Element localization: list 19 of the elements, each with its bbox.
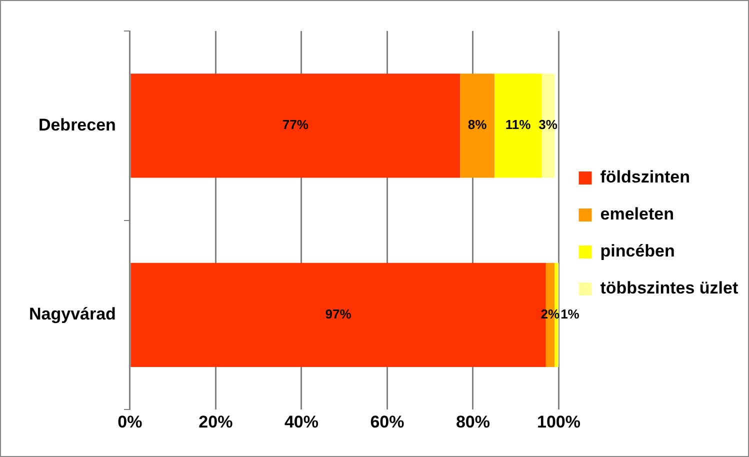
legend-label: többszintes üzlet [600, 278, 738, 298]
data-label: 77% [282, 117, 309, 132]
x-tick-label: 60% [370, 412, 404, 432]
legend-label: földszinten [600, 168, 690, 187]
x-tick-label: 0% [118, 412, 142, 432]
x-tick-label: 80% [456, 412, 490, 432]
x-tick-label: 20% [198, 412, 233, 432]
y-tick-label: Nagyvárad [28, 304, 116, 324]
data-label: 97% [325, 306, 352, 322]
legend-label: pincében [600, 242, 675, 261]
x-tick-label: 100% [537, 412, 580, 432]
bar [130, 74, 460, 178]
y-tick-label: Debrecen [38, 115, 116, 134]
data-label: 11% [505, 117, 532, 132]
legend-label: emeleten [600, 204, 674, 224]
data-label: 8% [468, 117, 488, 132]
bar [460, 74, 494, 178]
data-label: 1% [560, 306, 580, 322]
x-tick-label: 40% [284, 412, 318, 432]
